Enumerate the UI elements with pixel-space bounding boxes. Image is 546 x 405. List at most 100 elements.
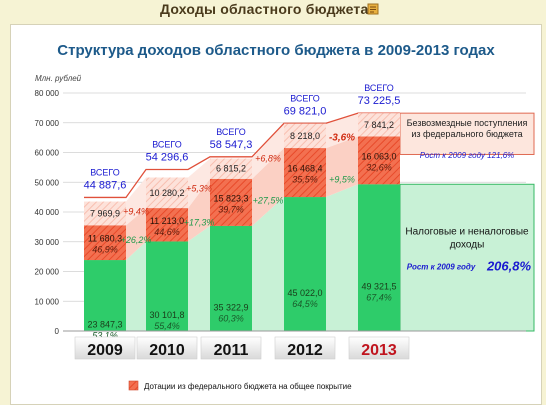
- chart-panel: Структура доходов областного бюджета в 2…: [10, 24, 542, 405]
- federal-value: 10 280,2: [149, 188, 184, 198]
- subsidy-share: 39,7%: [218, 204, 244, 214]
- federal-growth: Рост к 2009 году 121,6%: [420, 151, 515, 160]
- own-revenue-share: 64,5%: [292, 299, 318, 309]
- total-caption: ВСЕГО: [152, 139, 182, 149]
- year-plate: [136, 336, 198, 360]
- y-tick-label: 70 000: [35, 119, 60, 128]
- legend: Дотации из федерального бюджета на общее…: [128, 380, 352, 391]
- own-growth-value: 206,8%: [486, 258, 532, 273]
- year-label: 2010: [149, 342, 185, 359]
- year-plate: [348, 336, 410, 360]
- own-revenue-share: 53,1%: [92, 331, 118, 341]
- growth-own-revenue: +26,2%: [121, 235, 152, 245]
- subsidy-value: 11 680,3: [88, 234, 122, 244]
- bar-own-revenue: [146, 241, 188, 331]
- subsidy-value: 15 823,3: [213, 193, 248, 203]
- bar-own-revenue: [284, 197, 326, 331]
- federal-value: 7 969,9: [90, 208, 120, 218]
- y-tick-label: 80 000: [35, 89, 60, 98]
- total-caption: ВСЕГО: [90, 167, 120, 177]
- year-plate: [74, 336, 136, 360]
- bar-subsidy: [84, 225, 126, 261]
- y-axis-label: Млн. рублей: [35, 74, 82, 83]
- own-growth-prefix: Рост к 2009 году: [407, 262, 476, 271]
- total-outline: [84, 112, 400, 199]
- own-revenue-share: 55,4%: [154, 321, 180, 331]
- bars: [84, 113, 400, 331]
- bar-federal: [146, 177, 188, 209]
- growth-own-revenue: +17,3%: [184, 218, 215, 228]
- subsidy-share: 46,9%: [92, 245, 118, 255]
- data-labels: 23 847,353,1% 11 680,346,9% 7 969,9 ВСЕГО 44…: [84, 83, 401, 340]
- bar-own-revenue: [210, 225, 252, 331]
- total-caption: ВСЕГО: [364, 83, 394, 93]
- growth-own-revenue: +9,5%: [329, 175, 355, 185]
- growth-subsidy: +6,8%: [255, 153, 281, 163]
- own-title-line2: доходы: [450, 239, 485, 250]
- y-tick-label: 30 000: [35, 238, 60, 247]
- own-revenue-value: 30 101,8: [149, 310, 184, 320]
- y-tick-label: 60 000: [35, 149, 60, 158]
- growth-subsidy: +5,3%: [186, 183, 212, 193]
- y-tick-label: 40 000: [35, 208, 60, 217]
- federal-value: 7 841,2: [364, 120, 394, 130]
- growth-subsidy: +9,4%: [123, 207, 149, 217]
- y-tick-label: 10 000: [35, 297, 60, 306]
- subsidy-value: 11 213,0: [150, 216, 184, 226]
- bar-subsidy: [210, 178, 252, 226]
- total-value: 54 296,6: [146, 151, 189, 163]
- subsidy-share: 44,6%: [154, 227, 180, 237]
- y-tick-label: 0: [55, 327, 60, 336]
- bar-own-revenue: [84, 260, 126, 331]
- total-value: 73 225,5: [358, 95, 401, 107]
- page-title: Доходы областного бюджета: [160, 1, 369, 17]
- total-value: 44 887,6: [84, 179, 127, 191]
- federal-title-line2: из федерального бюджета: [411, 129, 522, 139]
- year-label: 2009: [87, 342, 123, 359]
- year-plate: [274, 336, 336, 360]
- growth-subsidy: -3,6%: [329, 132, 355, 143]
- own-revenue-value: 45 022,0: [287, 288, 322, 298]
- total-value: 69 821,0: [284, 105, 327, 117]
- federal-title-line1: Безвозмездные поступления: [407, 118, 528, 128]
- bar-subsidy: [284, 148, 326, 198]
- own-revenue-value: 35 322,9: [213, 302, 248, 312]
- growth-own-revenue: +27,5%: [253, 195, 284, 205]
- own-revenue-share: 60,3%: [218, 313, 244, 323]
- federal-value: 6 815,2: [216, 164, 246, 174]
- total-value: 58 547,3: [210, 139, 253, 151]
- year-axis: 2009 2010 2011 2012 2013: [63, 330, 526, 360]
- bar-federal: [84, 201, 126, 226]
- document-icon: [367, 3, 379, 15]
- own-title-line1: Налоговые и неналоговые: [405, 226, 529, 237]
- y-tick-label: 50 000: [35, 178, 60, 187]
- year-label: 2011: [214, 342, 249, 359]
- year-label: 2013: [361, 342, 397, 359]
- own-revenue-value: 49 321,5: [361, 282, 396, 292]
- bar-own-revenue: [358, 184, 400, 331]
- own-revenue-value: 23 847,3: [87, 320, 122, 330]
- own-panel: [399, 183, 535, 332]
- legend-label: Дотации из федерального бюджета на общее…: [144, 382, 352, 391]
- header-bar: [0, 0, 546, 20]
- bar-subsidy: [146, 208, 188, 242]
- federal-panel: [399, 112, 535, 155]
- subsidy-share: 35,5%: [292, 175, 318, 185]
- subsidy-share: 32,6%: [366, 162, 392, 172]
- subsidy-value: 16 468,4: [287, 164, 322, 174]
- legend-swatch: [128, 380, 139, 391]
- year-label: 2012: [287, 342, 323, 359]
- bar-subsidy: [358, 136, 400, 185]
- own-revenue-share: 67,4%: [366, 293, 392, 303]
- total-caption: ВСЕГО: [290, 93, 320, 103]
- chart-title: Структура доходов областного бюджета в 2…: [57, 42, 495, 59]
- bar-federal: [210, 158, 252, 179]
- subsidy-value: 16 063,0: [361, 151, 396, 161]
- federal-value: 8 218,0: [290, 131, 320, 141]
- bar-federal: [358, 113, 400, 137]
- year-plate: [200, 336, 262, 360]
- total-caption: ВСЕГО: [216, 127, 246, 137]
- chart-svg: Структура доходов областного бюджета в 2…: [35, 42, 535, 391]
- y-tick-label: 20 000: [35, 268, 60, 277]
